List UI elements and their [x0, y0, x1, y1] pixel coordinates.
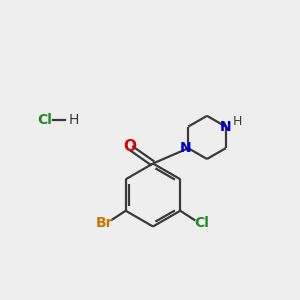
Text: Cl: Cl: [38, 113, 52, 127]
Text: O: O: [123, 139, 136, 154]
Text: Cl: Cl: [194, 216, 209, 230]
Text: H: H: [232, 115, 242, 128]
Text: Br: Br: [96, 216, 113, 230]
Text: H: H: [68, 113, 79, 127]
Text: N: N: [220, 120, 232, 134]
Text: N: N: [180, 141, 192, 155]
